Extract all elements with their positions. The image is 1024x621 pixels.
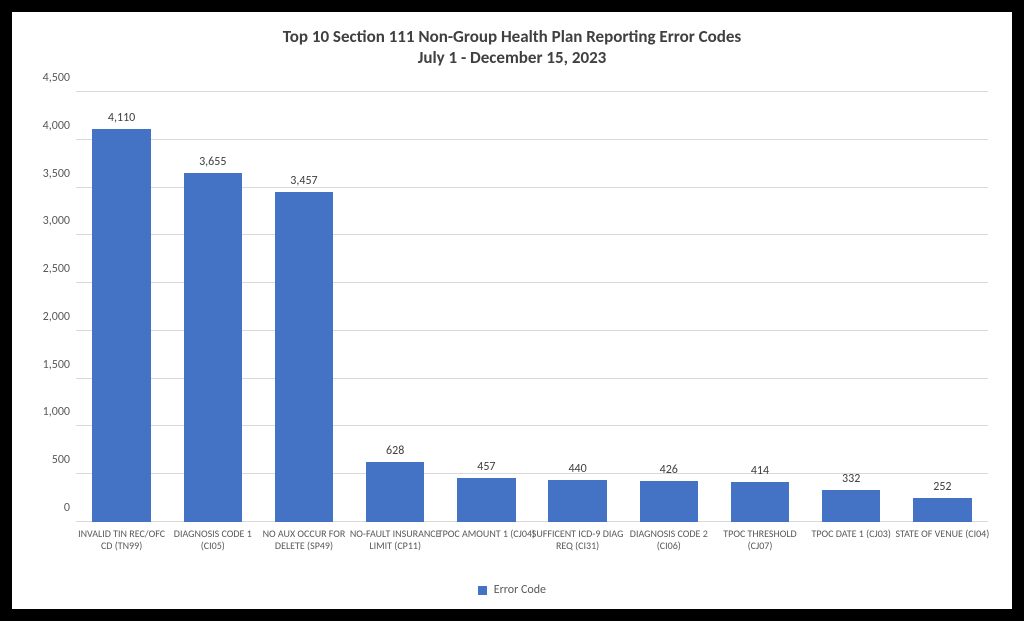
bar-value-label: 457 [477,460,495,478]
y-tick-label: 500 [52,453,76,467]
category-label: STATE OF VENUE (CI04) [893,522,991,540]
chart-title-line2: July 1 - December 15, 2023 [12,47,1012,68]
bar-slot: 426DIAGNOSIS CODE 2 (CI06) [623,92,714,522]
category-label: SUFFICENT ICD-9 DIAG REQ (CI31) [528,522,626,551]
bar: 628 [366,462,424,522]
bar-slot: 3,457NO AUX OCCUR FOR DELETE (SP49) [258,92,349,522]
y-tick-label: 3,500 [43,167,76,181]
legend-label: Error Code [494,583,546,597]
bar-slot: 414TPOC THRESHOLD (CJ07) [714,92,805,522]
bar-value-label: 440 [568,462,586,480]
chart-frame: Top 10 Section 111 Non-Group Health Plan… [12,12,1012,609]
chart-title-line1: Top 10 Section 111 Non-Group Health Plan… [12,26,1012,47]
bar-value-label: 332 [842,472,860,490]
y-tick-label: 2,000 [43,310,76,324]
plot-region: 05001,0001,5002,0002,5003,0003,5004,0004… [76,92,988,522]
bar: 3,655 [184,173,242,522]
bar-value-label: 414 [751,464,769,482]
category-label: DIAGNOSIS CODE 1 (CI05) [164,522,262,551]
bar-value-label: 252 [933,480,951,498]
category-label: NO AUX OCCUR FOR DELETE (SP49) [255,522,353,551]
category-label: DIAGNOSIS CODE 2 (CI06) [620,522,718,551]
bar-value-label: 3,457 [290,174,317,192]
bar-slot: 628NO-FAULT INSURANCE LIMIT (CP11) [350,92,441,522]
bar: 414 [731,482,789,522]
bar-value-label: 3,655 [199,155,226,173]
chart-title: Top 10 Section 111 Non-Group Health Plan… [12,26,1012,69]
bar: 252 [913,498,971,522]
bar: 3,457 [275,192,333,522]
bar-value-label: 628 [386,444,404,462]
legend-swatch [478,586,487,595]
bar: 457 [457,478,515,522]
legend: Error Code [12,583,1012,597]
category-label: NO-FAULT INSURANCE LIMIT (CP11) [346,522,444,551]
y-tick-label: 4,000 [43,119,76,133]
bar-value-label: 4,110 [108,111,135,129]
bar: 4,110 [92,129,150,522]
bar-slot: 3,655DIAGNOSIS CODE 1 (CI05) [167,92,258,522]
y-tick-label: 3,000 [43,214,76,228]
bar-slot: 440SUFFICENT ICD-9 DIAG REQ (CI31) [532,92,623,522]
bar: 332 [822,490,880,522]
category-label: TPOC THRESHOLD (CJ07) [711,522,809,551]
bar: 426 [640,481,698,522]
chart-area: Top 10 Section 111 Non-Group Health Plan… [12,12,1012,609]
bar-slot: 4,110INVALID TIN REC/OFC CD (TN99) [76,92,167,522]
y-tick-label: 2,500 [43,262,76,276]
bar-slot: 332TPOC DATE 1 (CJ03) [806,92,897,522]
y-tick-label: 4,500 [43,71,76,85]
bar-value-label: 426 [660,463,678,481]
y-tick-label: 1,500 [43,358,76,372]
category-label: INVALID TIN REC/OFC CD (TN99) [72,522,170,551]
bar-slot: 252STATE OF VENUE (CI04) [897,92,988,522]
bar: 440 [548,480,606,522]
category-label: TPOC AMOUNT 1 (CJ04) [437,522,535,540]
y-tick-label: 0 [64,501,76,515]
category-label: TPOC DATE 1 (CJ03) [802,522,900,540]
bar-slot: 457TPOC AMOUNT 1 (CJ04) [441,92,532,522]
y-tick-label: 1,000 [43,405,76,419]
